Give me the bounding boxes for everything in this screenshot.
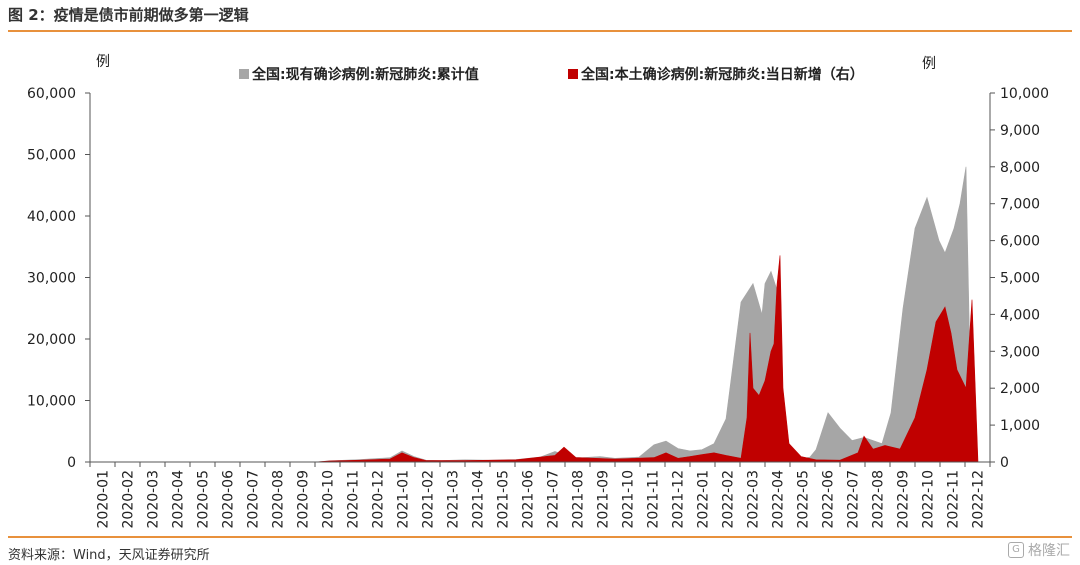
- footer-divider: [8, 536, 1072, 538]
- axes-layer: 0 10,000 20,000 30,000 40,000 50,000 60,000 0 1,…: [27, 86, 1049, 529]
- figure-title: 图 2：疫情是债市前期做多第一逻辑: [8, 6, 249, 24]
- x-tick-label: 2020-10: [321, 470, 337, 529]
- x-tick-label: 2022-12: [971, 470, 987, 529]
- x-tick-label: 2021-10: [621, 470, 637, 529]
- x-tick-label: 2022-11: [946, 470, 962, 529]
- x-tick-label: 2021-09: [596, 470, 612, 529]
- x-tick-label: 2022-02: [721, 470, 737, 529]
- x-tick-label: 2020-11: [346, 470, 362, 529]
- watermark: G 格隆汇: [1008, 540, 1070, 560]
- source-note: 资料来源：Wind，天风证券研究所: [8, 548, 210, 563]
- chart-area: 0 10,000 20,000 30,000 40,000 50,000 60,000 0 1,…: [27, 54, 1049, 529]
- legend-label-daily: 全国:本土确诊病例:新冠肺炎:当日新增（右）: [580, 66, 864, 83]
- left-tick-label: 50,000: [27, 148, 76, 164]
- x-tick-label: 2021-08: [571, 470, 587, 529]
- x-tick-label: 2020-04: [171, 470, 187, 529]
- x-tick-label: 2022-08: [871, 470, 887, 529]
- x-tick-label: 2022-04: [771, 470, 787, 529]
- left-tick-label: 20,000: [27, 332, 76, 348]
- left-axis-unit: 例: [96, 54, 110, 70]
- left-tick-label: 40,000: [27, 209, 76, 225]
- x-tick-label: 2022-06: [821, 470, 837, 529]
- x-tick-label: 2021-12: [671, 470, 687, 529]
- left-tick-label: 60,000: [27, 86, 76, 102]
- series-area-0: [90, 166, 987, 463]
- x-tick-label: 2020-06: [221, 470, 237, 529]
- legend: 全国:现有确诊病例:新冠肺炎:累计值 全国:本土确诊病例:新冠肺炎:当日新增（右…: [239, 66, 864, 83]
- right-tick-label: 5,000: [1000, 271, 1040, 287]
- x-tick-label: 2022-05: [796, 470, 812, 529]
- x-tick-label: 2020-05: [196, 470, 212, 529]
- right-tick-label: 0: [1000, 455, 1009, 471]
- x-tick-label: 2020-07: [246, 470, 262, 529]
- legend-swatch-daily: [568, 69, 578, 79]
- title-divider: [8, 30, 1072, 32]
- x-tick-label: 2021-01: [396, 470, 412, 529]
- right-tick-label: 9,000: [1000, 123, 1040, 139]
- legend-label-total: 全国:现有确诊病例:新冠肺炎:累计值: [251, 66, 479, 83]
- x-tick-label: 2022-10: [921, 470, 937, 529]
- left-tick-label: 10,000: [27, 394, 76, 410]
- x-tick-label: 2021-06: [521, 470, 537, 529]
- legend-swatch-total: [239, 69, 249, 79]
- series-layer: [90, 166, 987, 463]
- x-tick-label: 2022-03: [746, 470, 762, 529]
- x-tick-label: 2020-12: [371, 470, 387, 529]
- x-tick-label: 2020-08: [271, 470, 287, 529]
- right-tick-label: 1,000: [1000, 418, 1040, 434]
- x-tick-label: 2021-07: [546, 470, 562, 529]
- x-tick-label: 2020-02: [121, 470, 137, 529]
- x-tick-label: 2021-05: [496, 470, 512, 529]
- x-tick-label: 2020-03: [146, 470, 162, 529]
- x-tick-label: 2021-03: [446, 470, 462, 529]
- right-tick-label: 8,000: [1000, 160, 1040, 176]
- left-tick-label: 30,000: [27, 271, 76, 287]
- x-tick-label: 2021-04: [471, 470, 487, 529]
- right-tick-label: 3,000: [1000, 344, 1040, 360]
- series-area-1: [90, 255, 987, 463]
- x-tick-label: 2022-01: [696, 470, 712, 529]
- x-tick-label: 2020-09: [296, 470, 312, 529]
- x-tick-label: 2020-01: [96, 470, 112, 529]
- right-tick-label: 10,000: [1000, 86, 1049, 102]
- x-tick-label: 2021-02: [421, 470, 437, 529]
- x-tick-label: 2022-07: [846, 470, 862, 529]
- right-tick-label: 6,000: [1000, 234, 1040, 250]
- x-tick-label: 2021-11: [646, 470, 662, 529]
- watermark-logo-icon: G: [1008, 542, 1024, 558]
- left-tick-label: 0: [67, 455, 76, 471]
- right-tick-label: 4,000: [1000, 307, 1040, 323]
- right-axis-unit: 例: [922, 56, 936, 72]
- right-tick-label: 7,000: [1000, 197, 1040, 213]
- watermark-text: 格隆汇: [1028, 543, 1070, 559]
- x-tick-label: 2022-09: [896, 470, 912, 529]
- right-tick-label: 2,000: [1000, 381, 1040, 397]
